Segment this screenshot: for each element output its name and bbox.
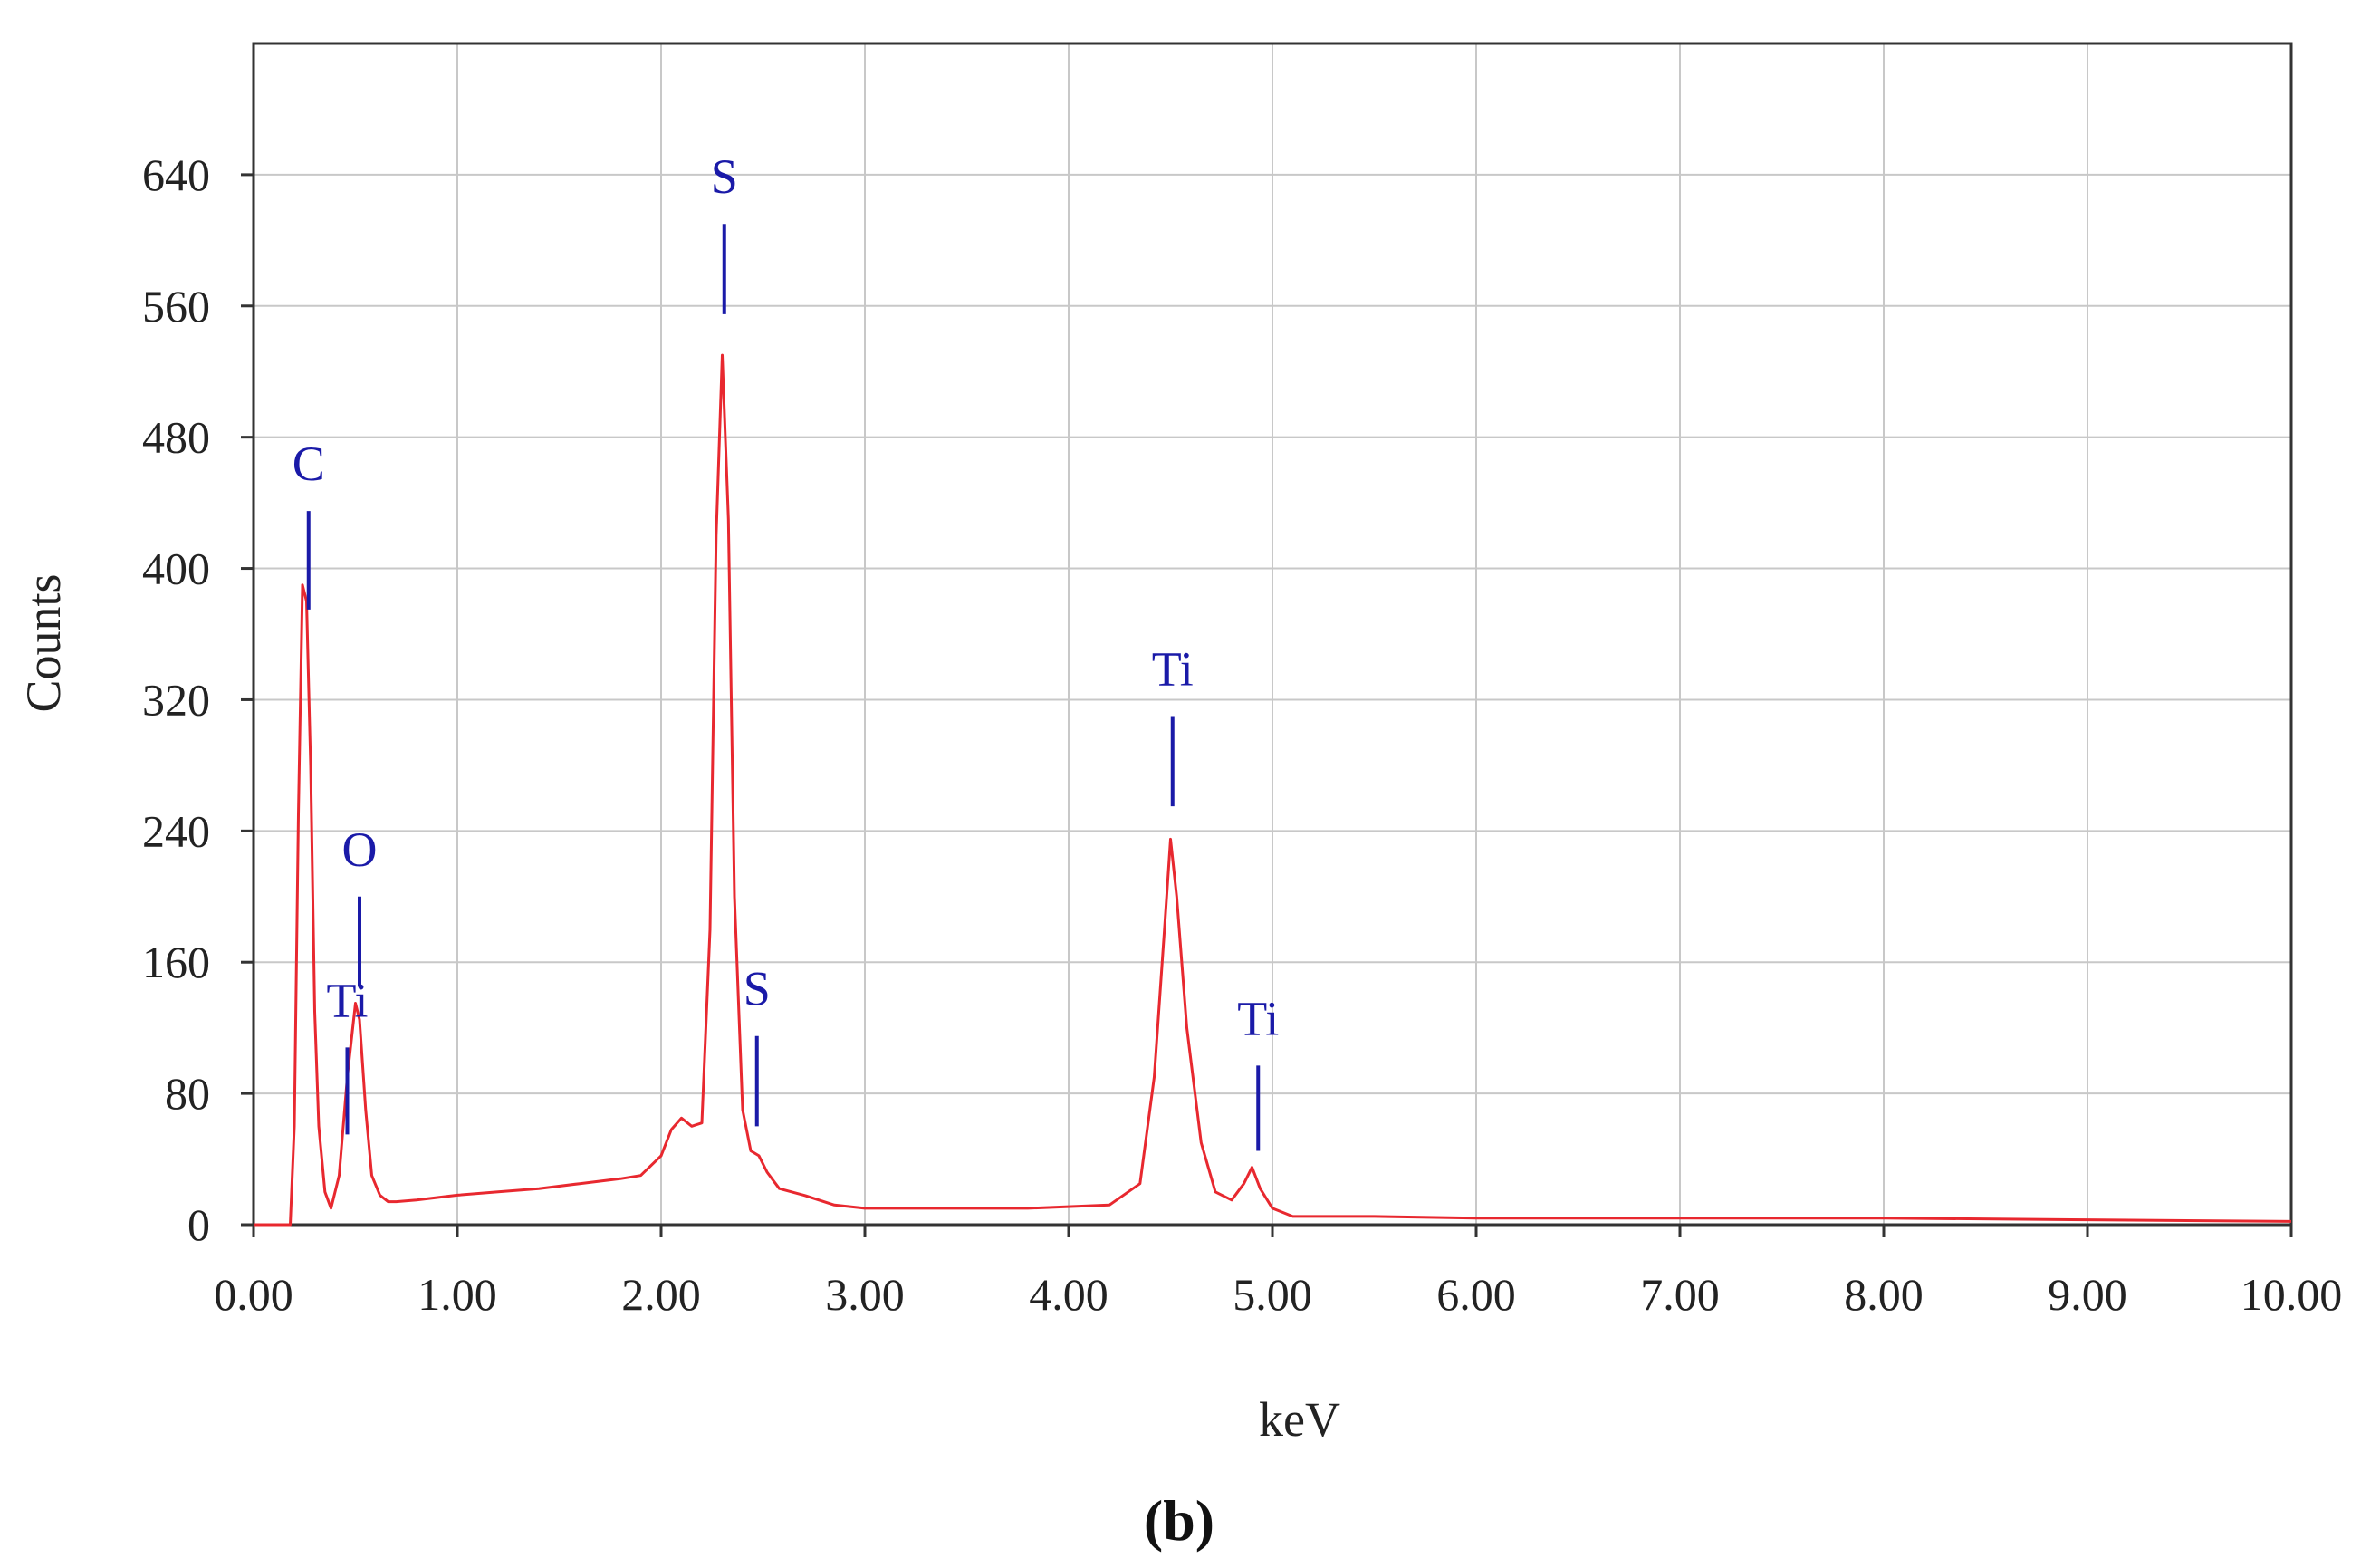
y-tick-label: 480 xyxy=(142,412,210,463)
peak-label: C xyxy=(293,437,325,491)
x-tick-label: 10.00 xyxy=(2241,1269,2343,1320)
peak-label: S xyxy=(744,962,771,1016)
x-tick-label: 3.00 xyxy=(825,1269,905,1320)
spectrum-line xyxy=(254,353,2292,1227)
peak-label: S xyxy=(711,149,738,204)
y-tick-label: 240 xyxy=(142,805,210,856)
x-axis-title: keV xyxy=(1259,1392,1340,1447)
y-tick-label: 320 xyxy=(142,674,210,725)
y-axis-title: Counts xyxy=(16,573,71,712)
peak-label: Ti xyxy=(1237,991,1279,1045)
y-tick-label: 0 xyxy=(187,1199,210,1250)
x-tick-label: 2.00 xyxy=(621,1269,701,1320)
y-tick-label: 160 xyxy=(142,937,210,987)
x-tick-label: 6.00 xyxy=(1436,1269,1516,1320)
panel-label: (b) xyxy=(1144,1488,1214,1553)
x-tick-label: 4.00 xyxy=(1029,1269,1108,1320)
y-tick-label: 400 xyxy=(142,544,210,594)
axis-ticks: 0.00 1.00 2.00 3.00 4.00 5.00 6.00 7.00 8.00 9.00… xyxy=(142,149,2342,1320)
peak-label: Ti xyxy=(326,973,368,1027)
x-tick-label: 0.00 xyxy=(214,1269,293,1320)
x-tick-label: 9.00 xyxy=(2048,1269,2127,1320)
x-tick-label: 5.00 xyxy=(1233,1269,1312,1320)
peak-annotations: C O Ti S S Ti Ti xyxy=(293,149,1279,1151)
x-tick-label: 7.00 xyxy=(1640,1269,1720,1320)
y-tick-label: 640 xyxy=(142,149,210,200)
peak-label: O xyxy=(342,822,378,877)
x-tick-label: 8.00 xyxy=(1844,1269,1924,1320)
peak-label: Ti xyxy=(1152,642,1194,697)
y-tick-label: 560 xyxy=(142,281,210,332)
grid-lines xyxy=(253,43,2292,1226)
x-tick-label: 1.00 xyxy=(417,1269,497,1320)
y-tick-label: 80 xyxy=(165,1068,210,1119)
